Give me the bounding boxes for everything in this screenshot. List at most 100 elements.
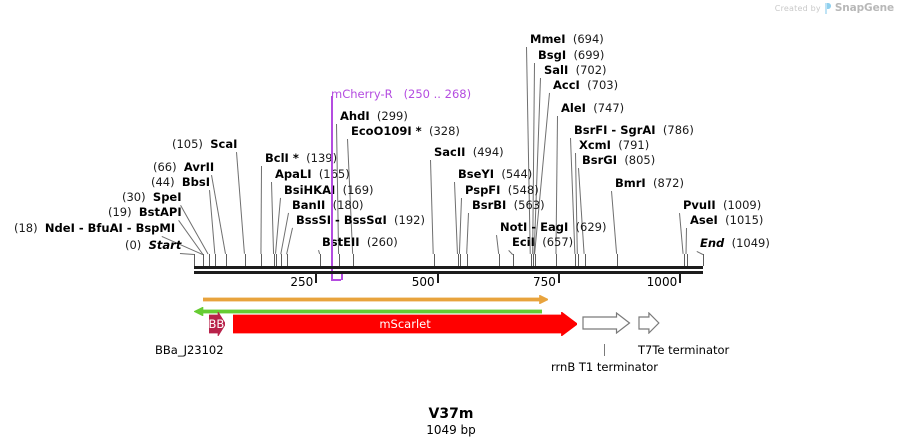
enzyme-label-avrii[interactable]: (66) AvrII: [153, 160, 215, 174]
enzyme-position: (18): [14, 221, 38, 235]
enzyme-name: AleI: [561, 101, 586, 115]
cut-site-tick: [276, 254, 277, 266]
enzyme-position: (169): [342, 183, 374, 197]
primer-label-mcherry-r[interactable]: mCherry-R (250 .. 268): [331, 87, 471, 101]
enzyme-name: BstEII: [322, 235, 360, 249]
cut-site-tick: [353, 254, 355, 266]
enzyme-label-spei[interactable]: (30) SpeI: [122, 191, 182, 204]
leader-line: [260, 165, 262, 254]
ruler-major-tick: [315, 274, 318, 283]
feature-arrow-shape: [193, 306, 543, 317]
enzyme-name: BseYI: [458, 167, 495, 181]
feature-caption-bba-j23102[interactable]: BBa_J23102: [155, 343, 224, 357]
feature-arrow-shape: [582, 311, 631, 335]
feature-caption-t7te-terminator[interactable]: T7Te terminator: [638, 343, 730, 357]
feature-green-region[interactable]: [193, 301, 543, 317]
ruler-tick-label: 750: [533, 275, 556, 289]
enzyme-position: (786): [662, 123, 694, 137]
enzyme-label-end[interactable]: End (1049): [700, 236, 770, 250]
enzyme-label-acci[interactable]: AccI (703): [553, 79, 618, 92]
snapgene-watermark: Created by SnapGene: [775, 2, 894, 14]
leader-line: [275, 197, 281, 254]
feature-bba-j23102[interactable]: BBa_J23102: [208, 310, 277, 338]
enzyme-label-bstEII[interactable]: BstEII (260): [322, 235, 398, 249]
enzyme-label-pvuii[interactable]: PvuII (1009): [683, 198, 761, 212]
primer-range: (250 .. 268): [403, 87, 472, 101]
enzyme-label-apali[interactable]: ApaLI (165): [275, 167, 350, 181]
enzyme-name: AvrII: [183, 160, 215, 174]
enzyme-label-bsrbi[interactable]: BsrBI (563): [472, 199, 545, 212]
enzyme-label-asei[interactable]: AseI (1015): [690, 214, 763, 227]
enzyme-name: BspMI: [135, 221, 176, 235]
enzyme-label-xcmi[interactable]: XcmI (791): [579, 139, 649, 152]
enzyme-label-bcli[interactable]: BclI * (139): [265, 151, 337, 165]
feature-t7te-terminator[interactable]: [638, 311, 660, 335]
cut-site-tick: [703, 254, 704, 266]
enzyme-position: (0): [125, 238, 142, 252]
enzyme-label-sali[interactable]: SalI (702): [544, 64, 607, 77]
cut-site-tick: [215, 254, 217, 266]
enzyme-position: (805): [624, 153, 656, 167]
enzyme-label-bbsi[interactable]: (44) BbsI: [151, 176, 210, 189]
enzyme-star-marker: *: [411, 124, 422, 138]
feature-orange-region[interactable]: [202, 289, 549, 305]
cut-site-tick: [499, 254, 501, 266]
leader-line: [179, 253, 194, 255]
leader-line: [578, 168, 585, 255]
enzyme-name: BsrGI: [582, 153, 617, 167]
enzyme-label-ecoo109i[interactable]: EcoO109I * (328): [351, 124, 460, 138]
enzyme-name: PvuII: [683, 198, 716, 212]
cut-site-tick: [530, 254, 532, 266]
enzyme-label-bsgi[interactable]: BsgI (699): [538, 48, 605, 62]
enzyme-label-banii[interactable]: BanII (180): [292, 199, 364, 212]
enzyme-label-scai[interactable]: (105) ScaI: [172, 137, 237, 151]
feature-mscarlet[interactable]: mScarlet: [232, 311, 578, 337]
enzyme-position: (494): [472, 145, 504, 159]
enzyme-label-ndei-bfuai-bspmi[interactable]: (18) NdeI - BfuAI - BspMI: [14, 221, 176, 235]
watermark-brand: SnapGene: [834, 2, 894, 14]
leader-line: [679, 213, 684, 255]
enzyme-label-ecii[interactable]: EciI (657): [512, 236, 573, 249]
enzyme-position: (19): [108, 205, 132, 219]
enzyme-position: (165): [318, 167, 350, 181]
cut-site-tick: [577, 254, 579, 266]
cut-site-tick: [556, 254, 558, 266]
enzyme-name: End: [700, 236, 725, 250]
enzyme-label-bmri[interactable]: BmrI (872): [615, 177, 684, 190]
enzyme-label-ahdi[interactable]: AhdI (299): [340, 109, 408, 123]
enzyme-label-bsrfi-sgrai[interactable]: BsrFI - SgrAI (786): [574, 123, 694, 137]
construct-length: 1049 bp: [426, 423, 476, 437]
cut-site-tick: [467, 254, 469, 266]
enzyme-position: (747): [593, 101, 625, 115]
enzyme-star-marker: *: [288, 151, 299, 165]
enzyme-label-alei[interactable]: AleI (747): [561, 101, 625, 115]
enzyme-name-separator: -: [74, 221, 88, 235]
primer-footprint-end-cap: [341, 272, 343, 280]
enzyme-label-sacii[interactable]: SacII (494): [434, 145, 504, 159]
enzyme-name-separator: -: [331, 213, 344, 227]
enzyme-label-noti-eagi[interactable]: NotI - EagI (629): [500, 221, 606, 234]
enzyme-label-bsssi-bsssqi[interactable]: BssSI - BssSαI (192): [296, 213, 425, 227]
ruler-axis-line: [194, 266, 703, 269]
enzyme-name: BssSαI: [343, 213, 387, 227]
enzyme-position: (299): [376, 109, 408, 123]
enzyme-position: (544): [501, 167, 533, 181]
watermark-prefix: Created by: [774, 3, 821, 13]
enzyme-label-bseyi[interactable]: BseYI (544): [458, 167, 533, 181]
feature-caption-rrnb-t1-terminator[interactable]: rrnB T1 terminator: [551, 360, 658, 374]
enzyme-position: (105): [172, 137, 203, 151]
enzyme-label-mmei[interactable]: MmeI (694): [530, 33, 604, 46]
enzyme-label-start[interactable]: (0) Start: [125, 238, 181, 252]
enzyme-position: (699): [573, 48, 605, 62]
snapgene-logo-icon: [824, 2, 832, 14]
cut-site-tick: [617, 254, 619, 266]
feature-rrnb-t1-terminator[interactable]: [582, 311, 631, 335]
leader-line: [496, 235, 500, 255]
cut-site-tick: [683, 254, 685, 266]
enzyme-label-bsihkai[interactable]: BsiHKAI (169): [284, 183, 374, 197]
enzyme-label-pspfi[interactable]: PspFI (548): [465, 184, 539, 197]
enzyme-name: BsiHKAI: [284, 183, 336, 197]
enzyme-label-bsrgi[interactable]: BsrGI (805): [582, 153, 656, 167]
enzyme-label-bstapi[interactable]: (19) BstAPI: [108, 205, 182, 219]
leader-line: [271, 182, 275, 255]
